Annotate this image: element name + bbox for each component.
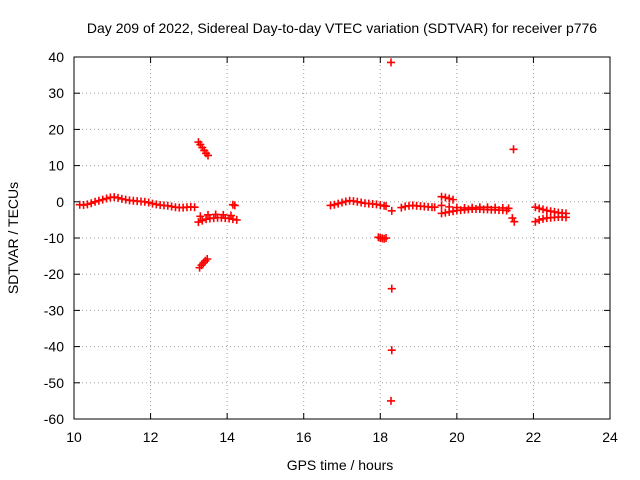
y-tick-label: -60: [44, 411, 64, 427]
data-point: [430, 203, 439, 212]
data-point: [452, 203, 461, 212]
data-point: [387, 396, 396, 405]
data-point: [561, 213, 570, 222]
data-point: [504, 204, 513, 213]
data-point: [387, 58, 396, 67]
data-point: [230, 201, 239, 210]
data-point: [445, 202, 454, 211]
data-point: [232, 215, 241, 224]
data-point: [338, 198, 346, 207]
y-tick-label: -30: [44, 302, 64, 318]
data-point: [535, 215, 544, 224]
data-point: [204, 210, 212, 219]
data-point: [330, 200, 339, 209]
data-point: [83, 200, 92, 209]
data-point: [114, 193, 123, 202]
data-point: [198, 216, 207, 225]
data-point: [483, 203, 492, 212]
x-tick-label: 16: [296, 429, 312, 445]
data-points: [75, 58, 570, 405]
axis-ticks: 10 12 14 16 18 20 22 24 40 30 20 10 0 -10 -20 -30 -40 -50…: [44, 49, 618, 445]
data-point: [387, 346, 396, 355]
data-point: [491, 203, 500, 212]
data-point: [102, 194, 111, 203]
x-tick-label: 20: [449, 429, 465, 445]
data-point: [144, 198, 153, 207]
x-tick-label: 14: [219, 429, 235, 445]
data-point: [204, 151, 212, 160]
x-tick-label: 12: [143, 429, 159, 445]
x-tick-label: 24: [602, 429, 618, 445]
data-point: [190, 203, 199, 212]
data-point: [509, 145, 518, 154]
grid-lines: [74, 57, 610, 419]
y-tick-label: -10: [44, 230, 64, 246]
data-point: [98, 195, 107, 204]
y-tick-label: 30: [48, 85, 64, 101]
data-point: [437, 201, 446, 210]
x-tick-label: 22: [526, 429, 542, 445]
y-tick-label: 0: [56, 194, 64, 210]
y-tick-label: 40: [48, 49, 64, 65]
data-point: [387, 206, 396, 215]
data-point: [510, 217, 519, 226]
data-point: [445, 194, 454, 203]
y-axis-label: SDTVAR / TECUs: [5, 182, 21, 294]
data-point: [334, 199, 343, 208]
data-point: [219, 210, 228, 219]
data-point: [460, 203, 469, 212]
data-point: [397, 203, 406, 212]
data-point: [539, 205, 547, 214]
y-tick-label: -20: [44, 266, 64, 282]
data-point: [211, 210, 220, 219]
data-point: [468, 203, 477, 212]
data-point: [387, 284, 396, 293]
x-tick-label: 18: [372, 429, 388, 445]
data-point: [226, 211, 235, 220]
data-point: [382, 202, 391, 211]
y-tick-label: -50: [44, 375, 64, 391]
data-point: [535, 204, 544, 213]
data-point: [449, 195, 458, 204]
chart-title: Day 209 of 2022, Sidereal Day-to-day VTE…: [87, 20, 597, 36]
data-point: [441, 193, 450, 202]
data-point: [194, 218, 203, 227]
x-tick-label: 10: [66, 429, 82, 445]
data-point: [91, 197, 100, 206]
data-point: [531, 217, 540, 226]
y-tick-label: 10: [48, 158, 64, 174]
y-tick-label: -40: [44, 339, 64, 355]
data-point: [94, 196, 103, 205]
y-tick-label: 20: [48, 121, 64, 137]
data-point: [508, 214, 517, 223]
data-point: [203, 254, 212, 263]
data-point: [475, 203, 484, 212]
x-axis-label: GPS time / hours: [287, 457, 394, 473]
data-point: [382, 234, 391, 242]
data-point: [87, 199, 96, 208]
data-point: [531, 203, 540, 212]
data-point: [196, 212, 205, 221]
